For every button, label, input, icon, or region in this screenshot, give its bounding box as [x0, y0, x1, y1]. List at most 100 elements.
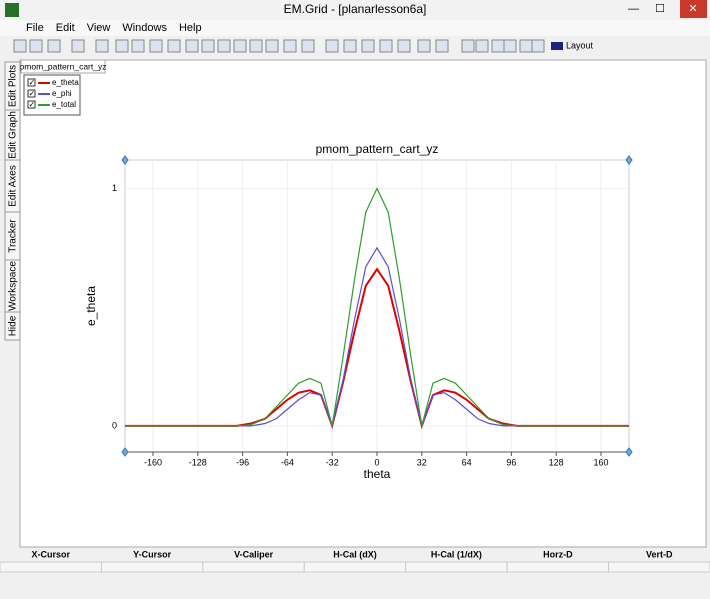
title-bar — [0, 0, 710, 20]
toolbar-icon[interactable] — [503, 39, 517, 53]
series-line — [125, 246, 629, 428]
status-cell — [100, 561, 204, 573]
doc-tab[interactable] — [20, 59, 106, 74]
toolbar-icon[interactable] — [95, 39, 109, 53]
menu-item[interactable]: Windows — [122, 22, 167, 34]
close-button[interactable] — [680, 0, 707, 18]
status-cell — [405, 561, 508, 573]
layout-button[interactable]: Layout — [566, 40, 594, 50]
legend-check: ✓ — [29, 100, 36, 109]
toolbar-icon[interactable] — [167, 39, 181, 53]
x-tick-label: -160 — [144, 457, 162, 467]
toolbar-icon[interactable] — [475, 39, 489, 53]
axis-handle[interactable] — [121, 155, 129, 165]
status-cell — [608, 561, 710, 573]
x-tick-label: 64 — [462, 457, 472, 467]
x-tick-label: -128 — [189, 457, 207, 467]
toolbar-icon[interactable] — [115, 39, 129, 53]
chart-title: pmom_pattern_cart_yz — [316, 142, 439, 156]
toolbar-icon[interactable] — [71, 39, 85, 53]
axis-handle[interactable] — [121, 447, 129, 457]
status-header: Horz-D — [543, 549, 573, 559]
status-cell — [0, 561, 102, 573]
series-line — [125, 187, 629, 427]
x-tick-label: -64 — [281, 457, 294, 467]
status-header: H-Cal (dX) — [333, 549, 377, 559]
toolbar-icon[interactable] — [217, 39, 231, 53]
y-tick-label: 1 — [112, 183, 117, 193]
toolbar-icon[interactable] — [265, 39, 279, 53]
x-tick-label: 96 — [506, 457, 516, 467]
toolbar-icon[interactable] — [325, 39, 339, 53]
toolbar-icon[interactable] — [435, 39, 449, 53]
toolbar-icon[interactable] — [29, 39, 43, 53]
legend-label: e_total — [52, 100, 76, 109]
legend-checkbox[interactable] — [27, 100, 36, 109]
side-tab-label: Edit Plots — [8, 65, 19, 107]
menu-bar — [0, 20, 710, 36]
toolbar-icon[interactable] — [461, 39, 475, 53]
side-tab-label: Hide — [8, 315, 19, 336]
toolbar-icon[interactable] — [131, 39, 145, 53]
toolbar-icon[interactable] — [397, 39, 411, 53]
side-tab-label: Tracker — [8, 219, 19, 253]
doc-tab-label: pmom_pattern_cart_yz — [20, 61, 107, 71]
legend-check: ✓ — [29, 89, 36, 98]
close-icon: ✕ — [688, 3, 697, 15]
side-tab[interactable] — [4, 311, 21, 341]
x-tick-label: -32 — [326, 457, 339, 467]
max-icon[interactable]: ☐ — [655, 3, 665, 15]
axis-handle[interactable] — [625, 447, 633, 457]
window-title: EM.Grid - [planarlesson6a] — [284, 2, 427, 16]
toolbar-icon[interactable] — [233, 39, 247, 53]
series-line — [125, 267, 629, 430]
menu-item[interactable]: File — [26, 22, 44, 34]
legend-label: e_phi — [52, 89, 72, 98]
app-icon — [5, 3, 19, 17]
x-tick-label: -96 — [236, 457, 249, 467]
status-header: Vert-D — [646, 549, 673, 559]
side-tab-label: Edit Axes — [8, 165, 19, 207]
status-cell — [202, 561, 305, 573]
side-tab-label: Workspace — [8, 261, 19, 311]
toolbar-icon[interactable] — [417, 39, 431, 53]
toolbar-icon[interactable] — [283, 39, 297, 53]
x-axis-label: theta — [364, 467, 391, 481]
toolbar-icon[interactable] — [379, 39, 393, 53]
status-header: Y-Cursor — [133, 549, 172, 559]
y-axis-label: e_theta — [84, 286, 98, 326]
toolbar-icon[interactable] — [361, 39, 375, 53]
axis-handle[interactable] — [625, 155, 633, 165]
status-header: X-Cursor — [31, 549, 70, 559]
status-panel — [0, 548, 710, 599]
status-cell — [303, 561, 407, 573]
toolbar-icon[interactable] — [343, 39, 357, 53]
menu-item[interactable]: Help — [179, 22, 202, 34]
toolbar-icon[interactable] — [301, 39, 315, 53]
toolbar-icon[interactable] — [531, 39, 545, 53]
toolbar-icon[interactable] — [201, 39, 215, 53]
toolbar-icon[interactable] — [185, 39, 199, 53]
legend-checkbox[interactable] — [27, 89, 36, 98]
side-tab-label: Edit Graph — [8, 111, 19, 159]
x-tick-label: 32 — [417, 457, 427, 467]
layout-icon — [551, 42, 563, 50]
x-tick-label: 128 — [549, 457, 564, 467]
legend-checkbox[interactable] — [27, 78, 36, 87]
min-icon[interactable]: — — [628, 3, 639, 15]
toolbar-icon[interactable] — [249, 39, 263, 53]
legend-check: ✓ — [29, 78, 36, 87]
legend-label: e_theta — [52, 78, 79, 87]
toolbar-icon[interactable] — [13, 39, 27, 53]
status-cell — [506, 561, 610, 573]
toolbar-icon[interactable] — [519, 39, 533, 53]
y-tick-label: 0 — [112, 420, 117, 430]
menu-item[interactable]: Edit — [56, 22, 75, 34]
toolbar-icon[interactable] — [149, 39, 163, 53]
toolbar-icon[interactable] — [47, 39, 61, 53]
x-tick-label: 0 — [374, 457, 379, 467]
toolbar-icon[interactable] — [491, 39, 505, 53]
menu-item[interactable]: View — [87, 22, 111, 34]
x-tick-label: 160 — [593, 457, 608, 467]
